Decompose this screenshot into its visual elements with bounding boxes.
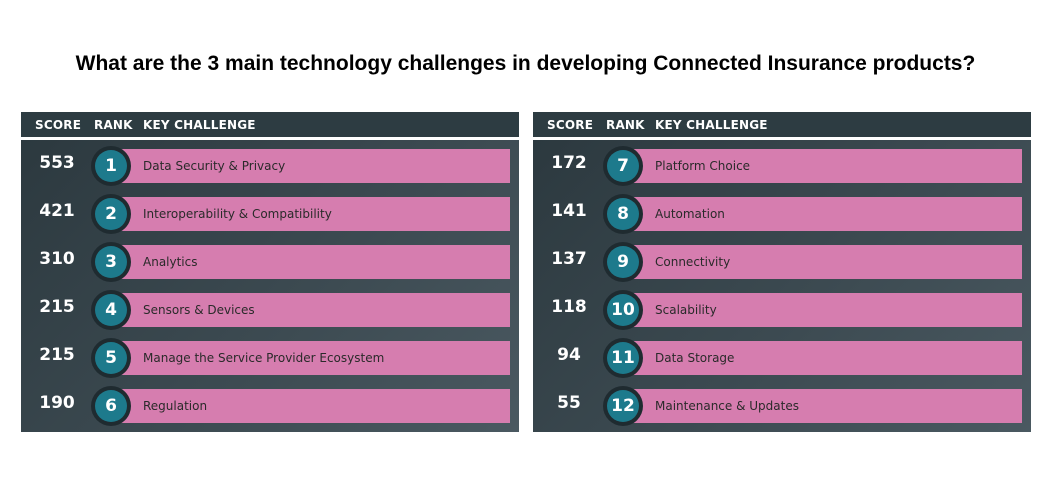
score-value: 310 [39,249,75,269]
score-value: 421 [39,201,75,221]
chart-title: What are the 3 main technology challenge… [75,52,976,75]
challenge-label: Data Security & Privacy [143,159,286,173]
score-value: 118 [551,297,587,317]
challenge-label: Analytics [143,255,198,269]
challenge-label: Maintenance & Updates [655,399,799,413]
challenge-row: 141 Automation 8 [533,194,1031,234]
rank-number: 5 [95,342,127,374]
score-value: 172 [551,153,587,173]
rank-number: 9 [607,246,639,278]
rank-badge: 8 [603,194,643,234]
rank-number: 4 [95,294,127,326]
challenge-label: Manage the Service Provider Ecosystem [143,351,385,365]
rank-header: RANK [94,118,133,132]
rank-number: 11 [607,342,639,374]
challenge-bar: Manage the Service Provider Ecosystem [121,341,510,375]
rank-number: 10 [607,294,639,326]
challenge-bar: Regulation [121,389,510,423]
challenge-label: Sensors & Devices [143,303,255,317]
rank-badge: 6 [91,386,131,426]
challenge-bar: Data Storage [633,341,1022,375]
score-value: 553 [39,153,75,173]
rank-number: 8 [607,198,639,230]
challenge-header: KEY CHALLENGE [655,118,768,132]
score-value: 215 [39,297,75,317]
rank-badge: 5 [91,338,131,378]
challenge-row: 190 Regulation 6 [21,386,519,426]
rank-badge: 4 [91,290,131,330]
score-header: SCORE [547,118,594,132]
score-value: 137 [551,249,587,269]
challenge-row: 553 Data Security & Privacy 1 [21,146,519,186]
rank-badge: 12 [603,386,643,426]
challenge-row: 310 Analytics 3 [21,242,519,282]
challenge-bar: Connectivity [633,245,1022,279]
rank-badge: 3 [91,242,131,282]
challenge-bar: Platform Choice [633,149,1022,183]
score-value: 215 [39,345,75,365]
challenge-bar: Sensors & Devices [121,293,510,327]
challenge-row: 421 Interoperability & Compatibility 2 [21,194,519,234]
rank-badge: 1 [91,146,131,186]
rank-badge: 7 [603,146,643,186]
challenge-label: Automation [655,207,725,221]
challenge-label: Scalability [655,303,717,317]
challenge-bar: Maintenance & Updates [633,389,1022,423]
challenge-row: 55 Maintenance & Updates 12 [533,386,1031,426]
score-header: SCORE [35,118,82,132]
challenge-row: 137 Connectivity 9 [533,242,1031,282]
rank-badge: 9 [603,242,643,282]
challenge-bar: Analytics [121,245,510,279]
right-panel-body: 172 Platform Choice 7 141 Automation 8 137 Conn… [533,140,1031,432]
rank-badge: 10 [603,290,643,330]
score-value: 94 [557,345,581,365]
left-panel-header: SCORE RANK KEY CHALLENGE [21,112,519,137]
challenge-row: 94 Data Storage 11 [533,338,1031,378]
challenge-label: Connectivity [655,255,731,269]
challenge-row: 118 Scalability 10 [533,290,1031,330]
challenge-bar: Data Security & Privacy [121,149,510,183]
rank-badge: 11 [603,338,643,378]
rank-number: 3 [95,246,127,278]
challenge-bar: Scalability [633,293,1022,327]
challenge-label: Platform Choice [655,159,751,173]
score-value: 55 [557,393,581,413]
score-value: 190 [39,393,75,413]
rank-number: 12 [607,390,639,422]
rank-badge: 2 [91,194,131,234]
rank-number: 2 [95,198,127,230]
challenge-header: KEY CHALLENGE [143,118,256,132]
challenge-bar: Interoperability & Compatibility [121,197,510,231]
left-panel-body: 553 Data Security & Privacy 1 421 Interopera… [21,140,519,432]
rank-number: 1 [95,150,127,182]
challenge-row: 215 Sensors & Devices 4 [21,290,519,330]
challenge-row: 172 Platform Choice 7 [533,146,1031,186]
challenge-label: Data Storage [655,351,735,365]
score-value: 141 [551,201,587,221]
challenge-row: 215 Manage the Service Provider Ecosystem… [21,338,519,378]
rank-number: 7 [607,150,639,182]
challenge-label: Interoperability & Compatibility [143,207,332,221]
challenge-label: Regulation [143,399,208,413]
rank-number: 6 [95,390,127,422]
right-panel: SCORE RANK KEY CHALLENGE 172 Platform Cho… [533,112,1031,432]
challenge-bar: Automation [633,197,1022,231]
rank-header: RANK [606,118,645,132]
left-panel: SCORE RANK KEY CHALLENGE 553 Data Securit… [21,112,519,432]
right-panel-header: SCORE RANK KEY CHALLENGE [533,112,1031,137]
